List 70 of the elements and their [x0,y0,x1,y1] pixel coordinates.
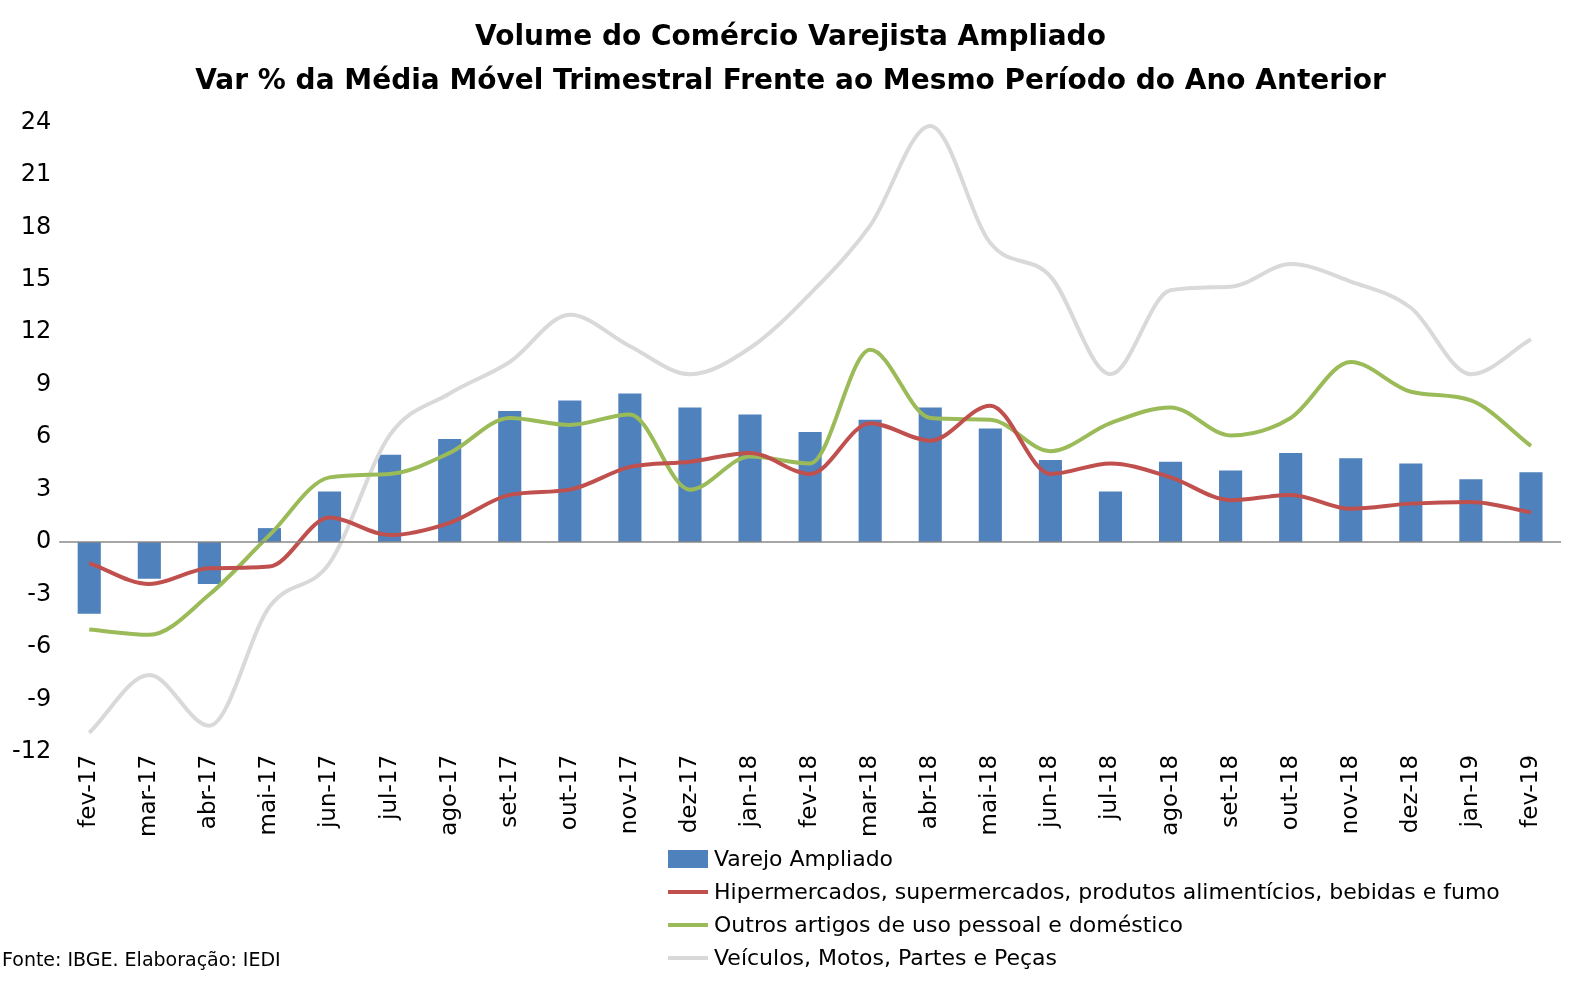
y-tick-label: 6 [35,421,52,450]
bar [678,407,702,543]
x-tick-label: out-18 [1275,754,1302,831]
bar [798,431,822,543]
x-tick-label: set-17 [494,754,521,828]
y-tick-label: 24 [20,106,52,135]
x-tick-label: ago-17 [434,754,461,836]
x-tick-label: nov-17 [614,754,641,835]
bar [438,438,462,543]
x-tick-label: set-18 [1215,754,1242,828]
x-tick-label: jan-19 [1455,754,1482,829]
line-series [87,403,1533,587]
y-tick-label: 18 [20,211,52,240]
bar [1038,459,1062,543]
x-tick-label: dez-17 [674,754,701,834]
legend-label: Varejo Ampliado [714,845,894,873]
x-tick-label: out-17 [554,754,581,831]
x-tick-label: jun-18 [1035,754,1062,830]
x-tick-label: abr-18 [915,754,942,830]
x-tick-label: jun-17 [314,754,341,830]
bar [1459,479,1483,543]
line-series [87,347,1533,637]
y-tick-label: 21 [20,159,52,188]
y-tick-label: 0 [35,526,52,555]
y-tick-label: 9 [35,368,52,397]
bar [1399,463,1423,543]
x-tick-label: fev-18 [795,754,822,828]
y-tick-label: 15 [20,264,52,293]
bar [137,542,161,579]
bar [498,410,522,543]
x-tick-label: mar-17 [134,754,161,838]
x-tick-label: jul-17 [374,754,401,821]
bar [1519,472,1543,543]
x-tick-label: jan-18 [735,754,761,829]
y-tick-label: -9 [27,683,52,712]
bar [918,407,942,543]
line-series [87,123,1533,735]
y-tick-label: -6 [27,631,52,660]
bar [317,491,342,543]
y-tick-label: 3 [35,473,52,502]
y-tick-label: -12 [12,736,52,765]
bar [978,428,1002,543]
bar [1279,452,1303,543]
source-note: Fonte: IBGE. Elaboração: IEDI [2,948,281,970]
chart-title: Volume do Comércio Varejista Ampliado [474,18,1107,54]
x-tick-label: fev-17 [74,754,101,828]
bar [858,419,882,543]
legend-label: Hipermercados, supermercados, produtos alimentícios, bebidas e fumo [714,878,1500,906]
x-tick-label: dez-18 [1395,754,1422,834]
x-tick-label: fev-19 [1515,754,1542,828]
bar [738,414,762,543]
y-tick-label: 12 [20,316,52,345]
bar [1219,470,1243,543]
bar [1098,491,1123,543]
legend-label: Veículos, Motos, Partes e Peças [714,944,1058,972]
bar [77,542,101,614]
x-tick-label: abr-17 [194,754,221,830]
bar [618,393,642,543]
x-tick-label: mai-18 [975,754,1002,836]
x-tick-label: jul-18 [1095,754,1122,821]
x-tick-label: mai-17 [254,754,281,836]
x-tick-label: ago-18 [1155,754,1182,836]
legend-label: Outros artigos de uso pessoal e doméstico [714,911,1184,939]
bar [1158,461,1183,543]
x-tick-label: mar-18 [855,754,882,838]
chart-subtitle: Var % da Média Móvel Trimestral Frente ao Mesmo Período do Ano Anterior [194,62,1387,98]
x-tick-label: nov-18 [1335,754,1362,835]
y-tick-label: -3 [27,578,52,607]
bar [558,400,582,543]
bar [1339,458,1363,543]
